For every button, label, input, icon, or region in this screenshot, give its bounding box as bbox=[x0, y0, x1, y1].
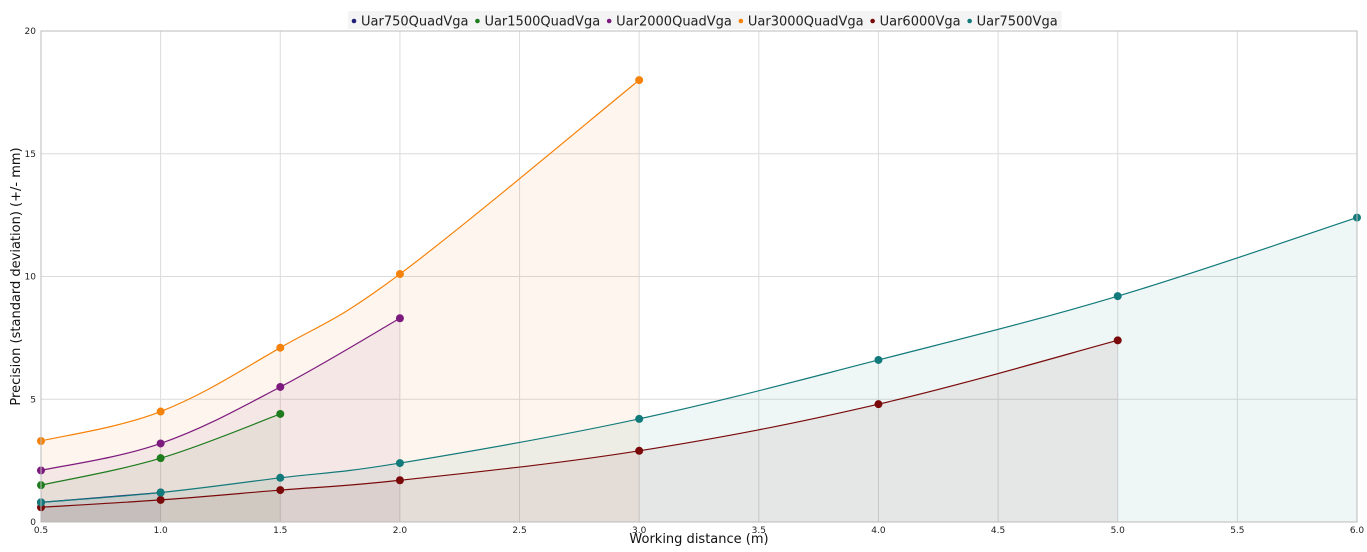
series-area bbox=[41, 318, 400, 522]
data-point bbox=[635, 76, 644, 85]
x-tick-label: 4.5 bbox=[991, 526, 1005, 536]
series-area bbox=[41, 80, 640, 522]
y-tick-label: 10 bbox=[25, 273, 37, 283]
x-tick-label: 5.0 bbox=[1111, 526, 1126, 536]
data-point bbox=[395, 476, 404, 485]
x-tick-label: 1.5 bbox=[273, 526, 287, 536]
legend-label: Uar6000Vga bbox=[880, 15, 961, 30]
legend-background bbox=[348, 11, 1062, 29]
data-point bbox=[156, 407, 165, 416]
legend-item[interactable]: Uar2000QuadVga bbox=[606, 15, 732, 30]
x-tick-label: 2.0 bbox=[393, 526, 408, 536]
data-point bbox=[156, 488, 165, 497]
data-point bbox=[395, 270, 404, 279]
x-tick-label: 4.0 bbox=[871, 526, 886, 536]
legend-label: Uar7500Vga bbox=[977, 15, 1058, 30]
x-tick-label: 5.5 bbox=[1230, 526, 1244, 536]
data-point bbox=[874, 355, 883, 364]
series-line bbox=[40, 339, 1118, 508]
data-point bbox=[156, 439, 165, 448]
legend-item[interactable]: Uar7500Vga bbox=[967, 15, 1058, 30]
legend-label: Uar3000QuadVga bbox=[748, 15, 864, 30]
series-area bbox=[41, 217, 1357, 522]
data-point bbox=[156, 495, 165, 504]
series-points bbox=[37, 76, 1361, 512]
legend-item[interactable]: Uar750QuadVga bbox=[351, 15, 469, 30]
legend-label: Uar2000QuadVga bbox=[616, 15, 732, 30]
data-point bbox=[156, 454, 165, 463]
x-tick-label: 3.5 bbox=[752, 526, 766, 536]
legend-label: Uar1500QuadVga bbox=[484, 15, 600, 30]
series-areas bbox=[41, 80, 1357, 522]
x-tick-label: 3.0 bbox=[632, 526, 647, 536]
data-point bbox=[635, 446, 644, 455]
data-point bbox=[276, 409, 285, 418]
data-point bbox=[276, 382, 285, 391]
data-point bbox=[395, 459, 404, 468]
legend: Uar750QuadVga Uar1500QuadVga Uar2000QuadVg… bbox=[348, 11, 1062, 30]
data-point bbox=[1113, 336, 1122, 345]
series-line bbox=[40, 79, 640, 442]
x-axis-title: Working distance (m) bbox=[629, 532, 768, 547]
x-tick-label: 2.5 bbox=[512, 526, 526, 536]
legend-marker bbox=[475, 18, 480, 24]
legend-item[interactable]: Uar6000Vga bbox=[870, 15, 961, 30]
tick-labels: 0.5 1.0 1.5 2.0 2.5 3.0 3.5 4.0 4.5 5.0 5.5 6.0 0 5 10… bbox=[25, 27, 1365, 536]
x-tick-label: 0.5 bbox=[34, 526, 48, 536]
y-tick-label: 15 bbox=[25, 150, 36, 160]
data-point bbox=[1113, 292, 1122, 301]
y-tick-label: 5 bbox=[30, 395, 36, 405]
data-point bbox=[276, 343, 285, 352]
data-point bbox=[276, 486, 285, 495]
legend-marker bbox=[606, 18, 612, 24]
series-area bbox=[41, 340, 1118, 522]
legend-label: Uar750QuadVga bbox=[361, 15, 468, 30]
legend-item[interactable]: Uar1500QuadVga bbox=[475, 15, 600, 30]
legend-marker bbox=[870, 18, 875, 24]
data-point bbox=[276, 473, 285, 482]
legend-marker bbox=[738, 18, 744, 24]
plot-frame bbox=[40, 30, 1358, 523]
y-axis-title: Precision (standard deviation) (+/- mm) bbox=[9, 147, 24, 405]
legend-marker bbox=[351, 18, 357, 24]
x-tick-label: 6.0 bbox=[1350, 526, 1365, 536]
series-line bbox=[40, 317, 401, 472]
legend-item[interactable]: Uar3000QuadVga bbox=[738, 15, 864, 30]
data-point bbox=[874, 400, 883, 409]
y-tick-label: 20 bbox=[25, 27, 37, 37]
y-tick-label: 0 bbox=[30, 518, 36, 528]
legend-marker bbox=[967, 18, 972, 24]
data-point bbox=[635, 414, 644, 423]
x-tick-label: 1.0 bbox=[153, 526, 168, 536]
data-point bbox=[395, 314, 404, 323]
